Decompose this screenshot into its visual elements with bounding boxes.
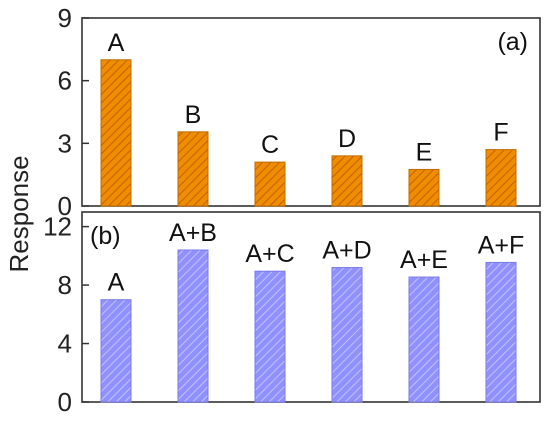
bar-label-a-5: F [493, 119, 508, 147]
y-tick-label-b-1: 4 [58, 329, 72, 359]
bar-label-a-4: E [416, 138, 433, 166]
y-tick-label-b-0: 0 [58, 387, 72, 417]
y-tick-label-a-3: 9 [58, 3, 72, 33]
bar-label-b-2: A+C [245, 240, 294, 268]
y-tick-label-b-2: 8 [58, 270, 72, 300]
panel-label-a: (a) [497, 28, 528, 56]
bar-b-0 [100, 299, 132, 403]
bar-label-b-5: A+F [478, 231, 525, 259]
bar-b-1 [177, 249, 209, 403]
bar-a-5 [485, 149, 517, 207]
panel-b: 0 4 8 12 A A+B A+C A+D A+E A+F (b) [43, 211, 541, 417]
bar-label-a-3: D [338, 125, 356, 153]
bar-b-2 [254, 270, 286, 403]
bar-label-b-1: A+B [169, 219, 217, 247]
y-tick-label-a-0: 0 [58, 191, 72, 221]
bar-a-2 [254, 161, 286, 207]
bar-a-0 [100, 59, 132, 207]
bar-a-1 [177, 131, 209, 207]
y-axis-label: Response [4, 155, 34, 272]
bar-label-a-1: B [185, 101, 202, 129]
bar-b-5 [485, 261, 517, 403]
plot-frame-a [81, 17, 541, 207]
panel-label-b: (b) [90, 222, 121, 250]
bar-label-a-0: A [108, 29, 125, 57]
bar-b-4 [408, 276, 440, 403]
bar-label-b-4: A+E [400, 246, 448, 274]
bar-b-3 [331, 267, 363, 403]
bar-a-3 [331, 155, 363, 207]
panel-a: 0 3 6 9 A B C D E F (a) [58, 3, 541, 221]
bar-a-4 [408, 168, 440, 207]
y-tick-label-a-1: 3 [58, 128, 72, 158]
y-tick-label-b-3: 12 [43, 212, 72, 242]
bar-label-b-3: A+D [322, 237, 371, 265]
bar-label-b-0: A [108, 269, 125, 297]
y-tick-label-a-2: 6 [58, 66, 72, 96]
bar-label-a-2: C [261, 131, 279, 159]
plot-frame-b [81, 211, 541, 403]
